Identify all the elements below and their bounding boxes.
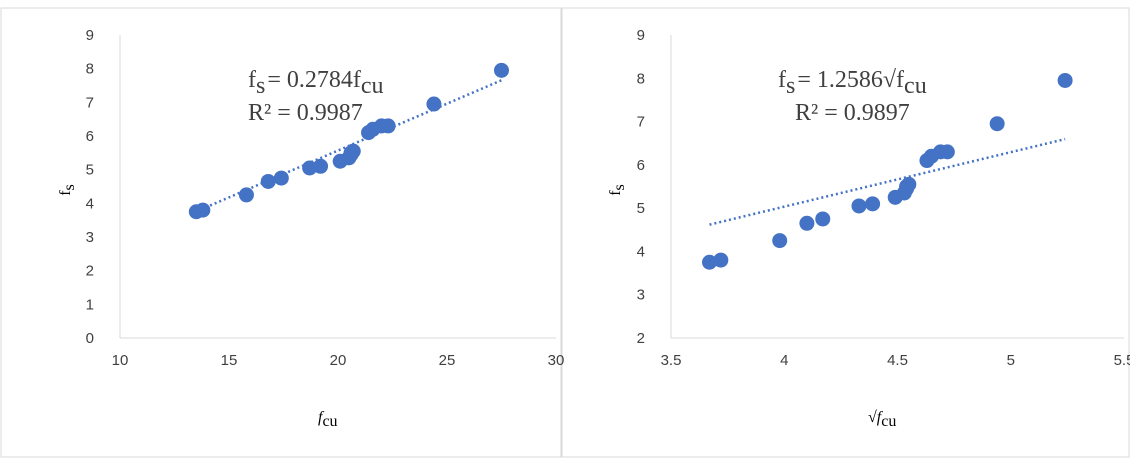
r-squared-label: R² = 0.9897 [795,100,910,126]
x-tick-label: 15 [221,352,238,369]
x-tick-label: 4 [780,352,788,369]
data-point [273,170,289,186]
data-point [345,143,361,159]
y-tick-label: 4 [637,243,645,260]
data-point [195,202,211,218]
chart-frame-right [561,7,1130,458]
data-point [901,176,917,192]
x-axis-title: fcu [318,409,338,430]
chart-frame-left [0,7,562,458]
y-tick-label: 1 [86,296,94,313]
data-point [772,233,788,249]
y-tick-label: 9 [637,27,645,44]
data-point [260,173,276,189]
y-tick-label: 5 [86,162,94,179]
chart-right: 2 3 4 5 6 7 8 9 3.5 4 4.5 5 5.5 fs= 1.2586√fcu R² =… [607,27,1130,430]
y-axis-title: fs [57,184,78,196]
data-point [238,187,254,203]
y-tick-label: 2 [637,330,645,347]
data-point [851,198,867,214]
y-tick-label: 3 [86,229,94,246]
y-tick-label: 4 [86,195,94,212]
r-squared-label: R² = 0.9987 [248,100,363,126]
y-tick-label: 9 [86,27,94,44]
data-point [380,118,396,134]
x-tick-label: 5 [1007,352,1015,369]
equation-label: fs= 1.2586√fcu [778,67,927,99]
equation-label: fs= 0.2784fcu [248,67,384,99]
data-points [702,72,1073,270]
x-axis-ticks: 10 15 20 25 30 [112,352,565,369]
data-point [313,158,329,174]
x-tick-label: 4.5 [887,352,908,369]
data-point [702,254,718,270]
data-point [815,211,831,227]
data-points [188,62,509,220]
y-tick-label: 6 [637,157,645,174]
data-point [494,62,509,78]
x-axis-title: √fcu [868,409,896,430]
y-tick-label: 8 [637,70,645,87]
x-tick-label: 10 [112,352,129,369]
y-tick-label: 0 [86,330,94,347]
y-tick-label: 7 [86,94,94,111]
y-axis-ticks: 0 1 2 3 4 5 6 7 8 9 [86,27,94,347]
x-axis-ticks: 3.5 4 4.5 5 5.5 [661,352,1130,369]
y-tick-label: 7 [637,114,645,131]
x-tick-label: 3.5 [661,352,682,369]
y-tick-label: 3 [637,287,645,304]
y-tick-label: 6 [86,128,94,145]
x-tick-label: 25 [439,352,456,369]
data-point [989,116,1005,132]
y-axis-ticks: 2 3 4 5 6 7 8 9 [637,27,645,347]
data-point [713,252,729,268]
y-tick-label: 5 [637,200,645,217]
trendline [709,137,1066,226]
data-point [426,96,442,112]
chart-left: 0 1 2 3 4 5 6 7 8 9 10 15 20 25 30 fs= 0.2784fcu R² =… [57,27,564,430]
y-axis-title: fs [607,184,628,196]
y-tick-label: 2 [86,263,94,280]
x-tick-label: 20 [330,352,347,369]
data-point [865,196,881,212]
data-point [939,144,955,160]
data-point [1057,72,1073,88]
x-tick-label: 5.5 [1114,352,1130,369]
y-tick-label: 8 [86,61,94,78]
x-tick-label: 30 [548,352,565,369]
data-point [799,215,815,231]
